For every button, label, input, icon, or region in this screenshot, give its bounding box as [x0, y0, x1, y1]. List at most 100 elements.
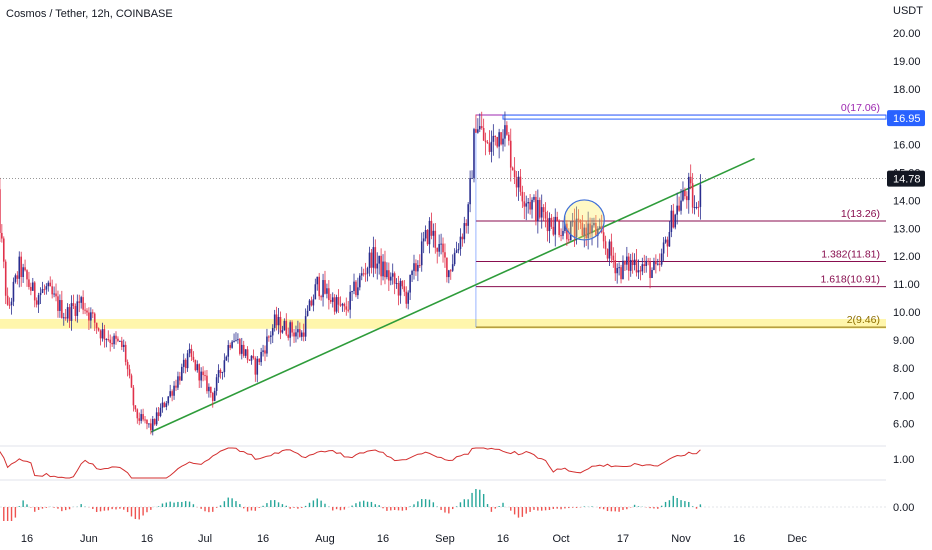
candle-body [583, 227, 586, 236]
candle-body [662, 242, 665, 254]
candle-body [672, 210, 675, 228]
time-axis-tick: Aug [315, 533, 335, 545]
candle-body [517, 176, 520, 188]
candle-body [175, 385, 177, 388]
histogram-bar [223, 501, 226, 507]
candle-body [299, 329, 301, 337]
histogram-bar [208, 507, 210, 513]
time-axis-tick: 16 [141, 533, 153, 545]
candle-body [424, 230, 427, 239]
price-axis-tick: 8.00 [893, 363, 914, 375]
histogram-bar [111, 507, 113, 510]
candle-body [519, 176, 522, 192]
histogram-bar [502, 502, 504, 507]
candle-body [511, 167, 514, 171]
candle-body [186, 353, 189, 369]
candle-body [196, 364, 199, 371]
candle-body [295, 332, 297, 337]
histogram-bar [691, 506, 694, 507]
histogram-bar [409, 506, 411, 507]
candle-body [560, 235, 562, 237]
candle-body [629, 259, 632, 271]
histogram-bar [219, 505, 222, 507]
time-axis-tick: Sep [435, 533, 455, 545]
candle-body [455, 250, 458, 253]
candle-body [639, 270, 642, 272]
candle-body [347, 309, 350, 311]
indicator-axis-tick: 1.00 [893, 454, 914, 466]
candle-body [359, 275, 361, 288]
candle-body [631, 259, 634, 266]
histogram-bar [510, 507, 512, 511]
candle-body [436, 247, 439, 252]
histogram-bar [552, 507, 555, 509]
candle-body [26, 270, 28, 280]
candle-body [105, 339, 108, 341]
candle-body [397, 283, 400, 296]
histogram-bar [273, 500, 276, 507]
candle-body [597, 228, 599, 236]
candle-body [674, 214, 677, 228]
candle-body [614, 260, 617, 274]
histogram-bar [188, 501, 191, 507]
candle-body [163, 402, 166, 407]
candle-body [480, 126, 483, 129]
candle-body [190, 348, 193, 357]
candle-body [579, 219, 582, 223]
candle-body [633, 259, 636, 266]
candle-body [2, 238, 5, 262]
candle-body [322, 280, 324, 298]
histogram-bar [227, 497, 229, 507]
histogram-bar [258, 507, 260, 508]
candle-body [177, 376, 179, 388]
histogram-bar [494, 507, 496, 509]
histogram-bar [448, 507, 450, 514]
candle-body [264, 350, 266, 354]
candle-body [527, 201, 529, 204]
candle-body [281, 330, 284, 333]
candle-body [643, 264, 646, 266]
candle-body [366, 268, 369, 274]
histogram-bar [602, 507, 605, 510]
candle-body [562, 230, 564, 236]
candle-body [419, 265, 421, 267]
candle-body [150, 423, 152, 431]
candle-body [653, 261, 655, 270]
histogram-bar [393, 507, 396, 511]
candle-body [244, 349, 247, 356]
candle-body [608, 241, 611, 259]
histogram-bar [308, 502, 311, 507]
fib-level-label: 1(13.26) [841, 208, 880, 220]
fibonacci-layer[interactable]: 0(17.06) 1(13.26) 1.382(11.81) 1.618(10.91)… [475, 102, 887, 328]
candle-body [55, 293, 57, 297]
candle-body [548, 217, 551, 232]
histogram-bar [34, 507, 36, 512]
candle-body [76, 301, 79, 316]
fib-top-tag [887, 110, 925, 127]
candle-body [0, 189, 1, 233]
histogram-bar [482, 494, 485, 507]
histogram-bar [362, 500, 365, 507]
trendline-layer[interactable] [150, 157, 755, 433]
candle-body [74, 306, 77, 316]
histogram-bar [614, 507, 616, 512]
candle-body [492, 135, 495, 142]
histogram-bar [99, 507, 102, 512]
candle-body [333, 297, 336, 312]
candle-body [598, 226, 601, 229]
candle-body [488, 143, 491, 152]
histogram-bar [653, 507, 655, 509]
candle-body [449, 270, 452, 272]
candle-body [587, 223, 589, 239]
candle-body [161, 402, 164, 408]
candle-body [132, 387, 135, 406]
histogram-bar [699, 504, 702, 507]
histogram-bar [486, 504, 489, 507]
candle-body [647, 260, 649, 263]
candle-body [326, 288, 328, 294]
price-axis-tick: 13.00 [893, 223, 921, 235]
candle-body [124, 344, 127, 362]
histogram-bar [370, 501, 373, 507]
candle-body [126, 361, 129, 370]
